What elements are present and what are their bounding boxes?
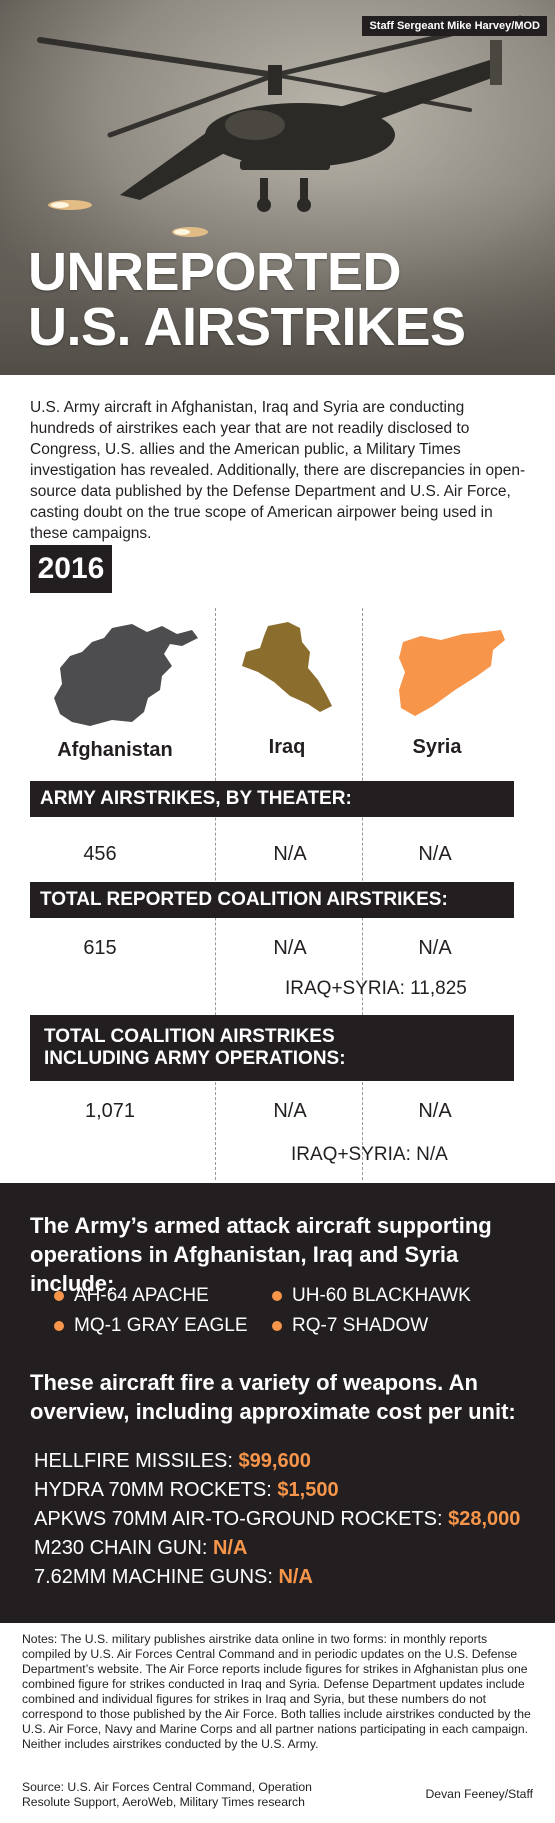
notes-paragraph: Notes: The U.S. military publishes airst… [22, 1632, 531, 1751]
section-title-line-2: INCLUDING ARMY OPERATIONS: [44, 1048, 346, 1069]
weapons-heading-line-1: These aircraft fire a variety of weapons… [30, 1370, 478, 1395]
bullet-icon [54, 1291, 64, 1301]
aircraft-item: AH-64 APACHE [54, 1285, 209, 1307]
year-badge: 2016 [30, 545, 112, 593]
intro-paragraph: U.S. Army aircraft in Afghanistan, Iraq … [30, 399, 526, 542]
value-army-afghanistan: 456 [83, 843, 117, 865]
weapon-item: M230 CHAIN GUN: N/A [34, 1537, 248, 1559]
source-line: Source: U.S. Air Forces Central Command,… [22, 1780, 312, 1809]
aircraft-item: RQ-7 SHADOW [272, 1315, 428, 1337]
page-title: UNREPORTED U.S. AIRSTRIKES [28, 245, 466, 355]
bullet-icon [54, 1321, 64, 1331]
country-label-afghanistan: Afghanistan [57, 739, 173, 761]
weapon-cost: $1,500 [277, 1479, 339, 1501]
weapon-item: HELLFIRE MISSILES: $99,600 [34, 1450, 311, 1472]
aircraft-item: UH-60 BLACKHAWK [272, 1285, 471, 1307]
title-line-1: UNREPORTED [28, 242, 402, 302]
weapon-cost: $99,600 [238, 1450, 311, 1472]
value-total-syria: N/A [418, 1100, 452, 1122]
weapon-cost: $28,000 [448, 1508, 521, 1530]
photo-credit: Staff Sergeant Mike Harvey/MOD [362, 16, 547, 36]
weapons-heading-line-2: overview, including approximate cost per… [30, 1399, 516, 1424]
bullet-icon [272, 1321, 282, 1331]
helicopter-photo [0, 0, 555, 375]
weapon-item: HYDRA 70MM ROCKETS: $1,500 [34, 1479, 339, 1501]
value-reported-iraq: N/A [273, 937, 307, 959]
syria-map-icon [399, 630, 505, 716]
weapon-item: APKWS 70MM AIR-TO-GROUND ROCKETS: $28,00… [34, 1508, 521, 1530]
weapon-cost: N/A [278, 1566, 313, 1588]
byline: Devan Feeney/Staff [425, 1787, 534, 1801]
section-title-line-1: TOTAL COALITION AIRSTRIKES [44, 1026, 335, 1047]
iraq-map-icon [242, 622, 332, 712]
section-bar-total-coalition: TOTAL COALITION AIRSTRIKES INCLUDING ARM… [30, 1015, 514, 1081]
value-total-afghanistan: 1,071 [84, 1100, 136, 1122]
aircraft-weapons-panel: The Army’s armed attack aircraft support… [0, 1183, 555, 1623]
aircraft-heading: The Army’s armed attack aircraft support… [30, 1211, 540, 1298]
weapons-heading: These aircraft fire a variety of weapons… [30, 1368, 540, 1426]
combined-reported-iraq-syria: IRAQ+SYRIA: 11,825 [285, 978, 467, 999]
bullet-icon [272, 1291, 282, 1301]
aircraft-heading-line-2: operations in Afghanistan, Iraq and Syri… [30, 1242, 459, 1296]
section-bar-reported-coalition: TOTAL REPORTED COALITION AIRSTRIKES: [30, 882, 514, 918]
value-army-iraq: N/A [273, 843, 307, 865]
aircraft-item: MQ-1 GRAY EAGLE [54, 1315, 248, 1337]
hero-image: Staff Sergeant Mike Harvey/MOD UNREPORTE… [0, 0, 555, 375]
country-label-syria: Syria [412, 736, 462, 758]
value-total-iraq: N/A [273, 1100, 307, 1122]
combined-total-iraq-syria: IRAQ+SYRIA: N/A [291, 1144, 448, 1165]
title-line-2: U.S. AIRSTRIKES [28, 297, 466, 357]
afghanistan-map-icon [54, 624, 198, 726]
value-army-syria: N/A [418, 843, 452, 865]
weapon-item: 7.62MM MACHINE GUNS: N/A [34, 1566, 313, 1588]
weapon-cost: N/A [212, 1537, 248, 1559]
country-label-iraq: Iraq [268, 736, 306, 758]
section-bar-army-airstrikes: ARMY AIRSTRIKES, BY THEATER: [30, 781, 514, 817]
aircraft-heading-line-1: The Army’s armed attack aircraft support… [30, 1213, 492, 1238]
value-reported-afghanistan: 615 [83, 937, 117, 959]
value-reported-syria: N/A [418, 937, 452, 959]
